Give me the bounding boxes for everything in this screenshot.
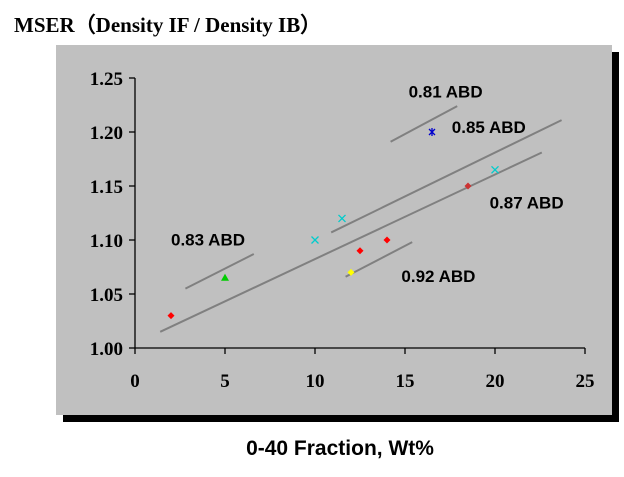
trend-line [184, 253, 255, 290]
fit-lines [159, 105, 563, 333]
data-point [221, 273, 229, 281]
abd-annotation: 0.87 ABD [490, 194, 564, 213]
trend-line [390, 105, 458, 143]
y-tick-label: 1.20 [90, 123, 123, 144]
x-tick-label: 5 [220, 371, 230, 392]
x-tick-label: 20 [486, 371, 505, 392]
x-tick-label: 10 [306, 371, 325, 392]
x-tick-label: 15 [396, 371, 415, 392]
abd-annotation: 0.92 ABD [401, 267, 475, 286]
abd-annotation: 0.81 ABD [409, 82, 483, 101]
ticks: 1.00 1.05 1.10 1.15 1.20 1.25 0 5 10 15 20 25 [90, 69, 595, 392]
data-point [428, 128, 436, 136]
abd-annotation: 0.85 ABD [452, 118, 526, 137]
abd-annotation: 0.83 ABD [171, 230, 245, 249]
data-point [347, 268, 355, 276]
chart-title: MSER（Density IF / Density IB） [14, 13, 321, 37]
trend-line [159, 151, 543, 333]
data-point [167, 312, 175, 320]
x-tick-label: 25 [576, 371, 595, 392]
y-tick-label: 1.25 [90, 69, 123, 90]
data-point [383, 236, 391, 244]
y-tick-label: 1.10 [90, 231, 123, 252]
y-tick-label: 1.15 [90, 177, 123, 198]
x-axis-label: 0-40 Fraction, Wt% [246, 437, 434, 460]
data-point [356, 247, 364, 255]
data-point [311, 236, 319, 244]
y-tick-label: 1.05 [90, 285, 123, 306]
data-point [491, 165, 499, 174]
data-point [338, 214, 346, 223]
data-points [167, 128, 499, 320]
annotations: 0.81 ABD 0.85 ABD 0.87 ABD 0.83 ABD 0.92 ABD [171, 82, 564, 286]
x-tick-label: 0 [130, 371, 140, 392]
data-point [464, 182, 472, 190]
trend-line [345, 241, 413, 278]
y-tick-label: 1.00 [90, 339, 123, 360]
trend-line [330, 119, 563, 234]
